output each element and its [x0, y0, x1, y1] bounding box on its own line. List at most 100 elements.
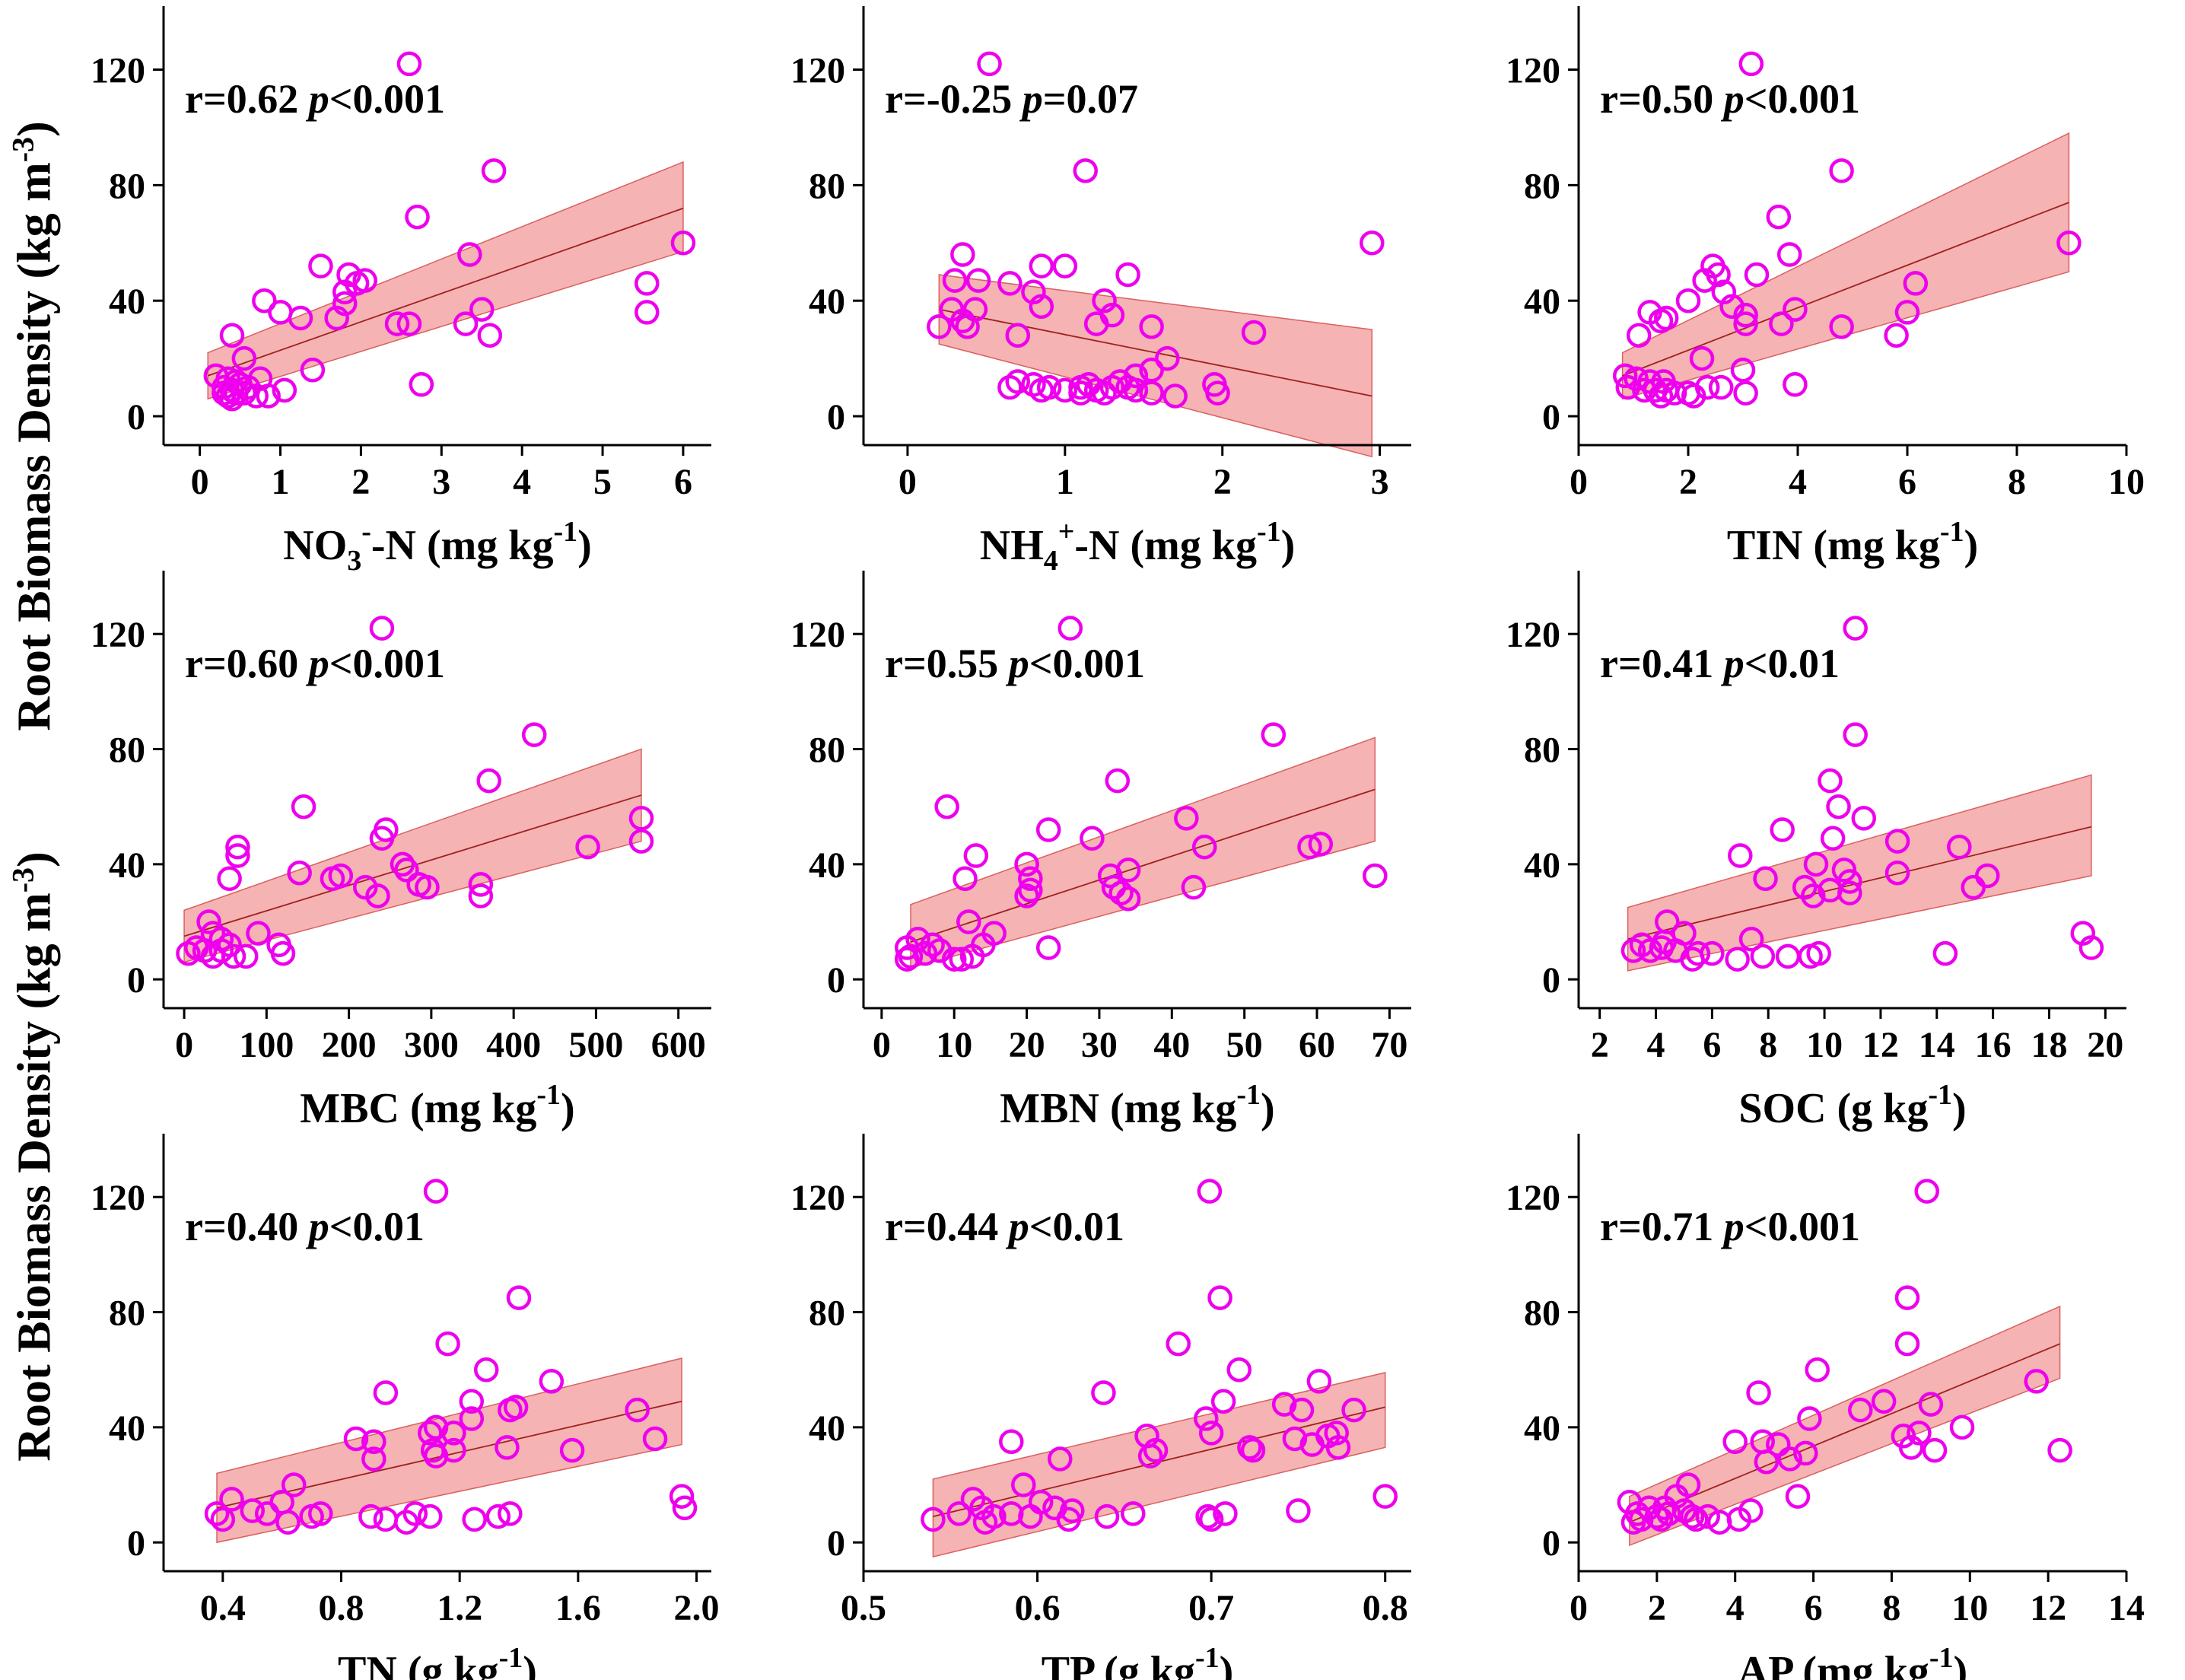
fit-line [1629, 1343, 2060, 1523]
data-point [457, 242, 482, 267]
y-tick-label: 0 [1542, 1523, 1560, 1564]
y-tick-label: 120 [1506, 615, 1560, 655]
x-tick-label: 0.5 [841, 1588, 886, 1628]
x-tick-label: 12 [1862, 1025, 1899, 1065]
data-point [670, 231, 696, 256]
x-axis-label-part: ) [577, 522, 592, 569]
y-tick-label: 0 [127, 397, 145, 438]
x-tick-label: 0 [175, 1025, 193, 1065]
x-tick-label: 0.7 [1188, 1588, 1234, 1628]
data-point [1871, 1389, 1897, 1414]
x-tick-label: 40 [1153, 1025, 1190, 1065]
correlation-annotation: r=0.62 p<0.001 [185, 76, 445, 122]
data-point [1766, 204, 1792, 230]
data-point [353, 874, 378, 900]
data-point [1785, 1484, 1811, 1509]
data-point [1783, 372, 1808, 397]
x-tick-label: 0 [191, 462, 209, 502]
data-point [1282, 1426, 1308, 1452]
panel-ap: 0 40 80 120 0 2 4 6 8 10 12 14 r=0.71 p<0.001 AP (mg … [1506, 1134, 2145, 1680]
data-point [1620, 938, 1646, 963]
x-axis-label-part: -N (mg kg [1074, 522, 1257, 569]
x-tick-label: 100 [239, 1025, 294, 1065]
x-tick-label: 14 [2108, 1588, 2145, 1628]
x-tick-label: 4 [1789, 462, 1807, 502]
data-point [1137, 1443, 1163, 1468]
data-point [243, 383, 269, 409]
data-point [1776, 242, 1802, 267]
data-point [1615, 374, 1641, 400]
x-axis-label-part: -1 [536, 1079, 561, 1111]
confidence-band [183, 748, 642, 963]
x-tick-label: 0 [873, 1025, 891, 1065]
data-point [1644, 1503, 1670, 1529]
y-tick-label: 0 [827, 397, 845, 438]
annotation-p: p [306, 641, 329, 686]
x-tick-label: 2 [1648, 1588, 1666, 1628]
x-tick-label: 4 [513, 462, 531, 502]
y-tick-label: 80 [109, 166, 145, 206]
data-point [225, 843, 250, 868]
data-point [672, 1495, 698, 1521]
data-point [1620, 1510, 1646, 1535]
y-tick-label: 120 [790, 615, 845, 655]
data-point [219, 323, 245, 348]
confidence-band [1621, 132, 2070, 400]
y-axis-unit-suffix: ) [8, 121, 61, 137]
data-point [1792, 874, 1818, 900]
confidence-band [216, 1357, 682, 1544]
data-point [1226, 1357, 1252, 1382]
x-tick-label: 2 [1591, 1025, 1609, 1065]
data-point [1820, 826, 1846, 851]
annotation-r: r=0.50 [1600, 76, 1724, 122]
annotation-p: p [1721, 641, 1745, 686]
data-point [405, 204, 430, 230]
data-point [1241, 320, 1267, 345]
data-point [559, 1437, 585, 1463]
data-point [1271, 1392, 1297, 1417]
data-point [1775, 943, 1801, 969]
data-point [1733, 302, 1758, 328]
x-tick-label: 20 [1009, 1025, 1045, 1065]
y-tick-label: 120 [91, 615, 145, 655]
correlation-annotation: r=0.40 p<0.01 [185, 1204, 425, 1249]
annotation-r: r=0.41 [1600, 641, 1724, 686]
annotation-r: r=0.44 [885, 1204, 1009, 1249]
correlation-annotation: r=0.44 p<0.01 [885, 1204, 1124, 1249]
x-tick-label: 5 [593, 462, 612, 502]
x-axis-label: NH4+-N (mg kg-1) [980, 516, 1296, 577]
data-point [1105, 768, 1131, 794]
data-point [959, 943, 985, 969]
data-point [1198, 1507, 1224, 1532]
x-tick-label: 70 [1371, 1025, 1407, 1065]
data-point [999, 1501, 1024, 1526]
data-point [1099, 374, 1125, 400]
data-point [308, 1501, 333, 1526]
data-point [1372, 1484, 1398, 1509]
data-point [361, 1429, 386, 1455]
data-point [217, 866, 242, 892]
confidence-band [207, 161, 684, 400]
x-axis-label-part: + [1058, 516, 1075, 548]
data-point [393, 1510, 419, 1535]
x-tick-label: 1.6 [555, 1588, 601, 1628]
panel-mbn: 0 40 80 120 0 10 20 30 40 50 60 70 r=0.55 p<0.001 MBN… [790, 571, 1411, 1132]
data-point [469, 297, 495, 322]
y-tick-label: 40 [809, 1408, 845, 1449]
y-tick-label: 40 [809, 282, 845, 322]
data-point [539, 1369, 565, 1394]
x-tick-label: 3 [432, 462, 450, 502]
data-point [1744, 262, 1770, 288]
data-point [459, 1389, 485, 1414]
x-axis-label-part: 3 [347, 545, 361, 577]
data-point [2024, 1369, 2049, 1394]
data-point [642, 1426, 668, 1452]
data-point [300, 358, 326, 383]
fit-line [939, 308, 1372, 397]
data-point [468, 872, 494, 897]
data-point [1191, 834, 1217, 860]
x-axis-label-part: SOC (g kg [1738, 1085, 1928, 1132]
data-point [268, 300, 293, 325]
x-tick-label: 1 [272, 462, 290, 502]
data-point [459, 1406, 485, 1431]
